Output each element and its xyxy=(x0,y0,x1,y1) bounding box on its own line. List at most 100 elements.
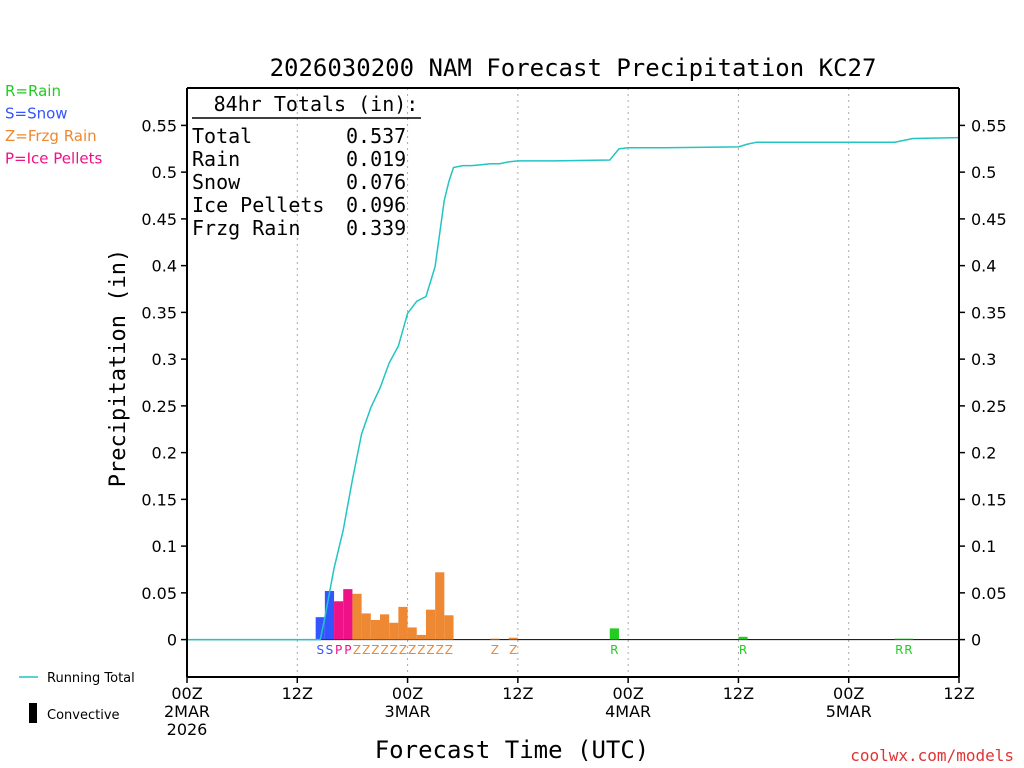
x-tick-label: 00Z xyxy=(612,684,643,703)
x-tick-label: 2026 xyxy=(167,720,208,739)
totals-row-value: 0.076 xyxy=(346,170,406,194)
x-tick-label: 4MAR xyxy=(605,702,651,721)
y-tick-label-left: 0.3 xyxy=(152,350,177,369)
precip-bar xyxy=(894,638,904,640)
totals-box: 84hr Totals (in): Total 0.537 Rain 0.019 Sno… xyxy=(192,92,421,240)
y-tick-label-left: 0.5 xyxy=(152,163,177,182)
y-tick-label-left: 0.15 xyxy=(141,490,177,509)
precip-type-marker: Z xyxy=(408,643,416,657)
y-ticks: 0 0 0.05 0.05 0.1 0.1 0.15 0.15 0.2 0.2 0.25 0.25 0.… xyxy=(141,116,1006,649)
precip-type-legend: R=Rain S=Snow Z=Frzg Rain P=Ice Pellets xyxy=(5,82,102,168)
watermark: coolwx.com/models xyxy=(850,746,1014,765)
running-total-group xyxy=(187,136,960,641)
y-tick-label-right: 0.4 xyxy=(971,257,996,276)
y-tick-label-left: 0.45 xyxy=(141,210,177,229)
totals-row-label: Frzg Rain xyxy=(192,216,300,240)
x-tick-label: 12Z xyxy=(723,684,754,703)
precip-type-marker: P xyxy=(335,643,342,657)
totals-rows: Total 0.537 Rain 0.019 Snow 0.076 Ice Pellets 0… xyxy=(192,124,406,240)
precip-type-marker: S xyxy=(316,643,324,657)
x-tick-label: 12Z xyxy=(502,684,533,703)
y-tick-label-right: 0.1 xyxy=(971,537,996,556)
x-tick-label: 2MAR xyxy=(164,702,210,721)
y-tick-label-left: 0.4 xyxy=(152,257,177,276)
x-axis-label: Forecast Time (UTC) xyxy=(375,736,650,764)
precip-bar xyxy=(444,615,454,640)
precip-bar xyxy=(389,622,399,640)
precip-bar xyxy=(609,628,619,640)
y-tick-label-right: 0.5 xyxy=(971,163,996,182)
precip-type-marker: Z xyxy=(491,643,499,657)
precip-type-marker: R xyxy=(739,643,747,657)
totals-row-label: Rain xyxy=(192,147,240,171)
precip-type-legend-entry: R=Rain xyxy=(5,82,61,100)
grid-lines xyxy=(187,88,959,677)
x-tick-label: 3MAR xyxy=(385,702,431,721)
y-tick-label-right: 0.05 xyxy=(971,584,1007,603)
convective-legend-swatch xyxy=(29,703,37,723)
precip-type-marker: Z xyxy=(436,643,444,657)
precip-bar xyxy=(315,617,325,640)
convective-legend-label: Convective xyxy=(47,708,120,723)
y-tick-label-right: 0.45 xyxy=(971,210,1007,229)
precip-bar xyxy=(435,572,445,640)
totals-row-value: 0.019 xyxy=(346,147,406,171)
y-tick-label-right: 0.2 xyxy=(971,444,996,463)
precip-bar xyxy=(380,614,390,640)
precip-type-marker: Z xyxy=(380,643,388,657)
precip-type-marker: R xyxy=(610,643,618,657)
precip-type-marker: Z xyxy=(399,643,407,657)
y-tick-label-left: 0 xyxy=(167,631,177,650)
precip-bar xyxy=(416,634,426,640)
y-tick-label-right: 0.55 xyxy=(971,116,1007,135)
y-tick-label-right: 0.35 xyxy=(971,303,1007,322)
precip-type-marker: Z xyxy=(509,643,517,657)
precip-type-marker: R xyxy=(904,643,912,657)
precip-type-marker: Z xyxy=(390,643,398,657)
precip-type-marker: Z xyxy=(371,643,379,657)
chart-title: 2026030200 NAM Forecast Precipitation KC… xyxy=(270,54,877,82)
precip-type-legend-entry: S=Snow xyxy=(5,105,68,123)
precip-bar xyxy=(398,606,408,640)
bars-group xyxy=(315,572,914,640)
y-tick-label-right: 0 xyxy=(971,631,981,650)
x-tick-label: 12Z xyxy=(282,684,313,703)
y-tick-label-right: 0.3 xyxy=(971,350,996,369)
x-tick-label: 00Z xyxy=(171,684,202,703)
precip-type-marker: Z xyxy=(417,643,425,657)
precip-type-marker: Z xyxy=(353,643,361,657)
y-tick-label-left: 0.1 xyxy=(152,537,177,556)
x-tick-label: 12Z xyxy=(943,684,974,703)
totals-row-label: Ice Pellets xyxy=(192,193,324,217)
precip-bar xyxy=(324,590,335,640)
axes xyxy=(186,87,960,678)
precip-type-legend-entry: Z=Frzg Rain xyxy=(5,127,97,145)
y-tick-label-left: 0.55 xyxy=(141,116,177,135)
precip-type-marker: P xyxy=(344,643,351,657)
y-axis-label: Precipitation (in) xyxy=(106,249,131,487)
precip-bar xyxy=(738,636,748,640)
precip-bar xyxy=(334,601,344,640)
precip-type-legend-entry: P=Ice Pellets xyxy=(5,150,102,168)
totals-row-label: Total xyxy=(192,124,252,148)
totals-row-value: 0.096 xyxy=(346,193,406,217)
precip-type-marker: Z xyxy=(445,643,453,657)
precip-type-marker: R xyxy=(895,643,903,657)
precip-bar xyxy=(407,627,417,640)
y-tick-label-left: 0.2 xyxy=(152,444,177,463)
precip-type-marker: Z xyxy=(362,643,370,657)
y-tick-label-left: 0.25 xyxy=(141,397,177,416)
totals-row-value: 0.339 xyxy=(346,216,406,240)
precip-bar xyxy=(352,593,362,640)
running-total-line xyxy=(187,136,960,641)
bottom-legend: Running Total Convective xyxy=(19,671,135,723)
totals-header: 84hr Totals (in): xyxy=(214,92,419,116)
precip-bar xyxy=(490,638,500,640)
y-tick-label-left: 0.05 xyxy=(141,584,177,603)
x-tick-label: 00Z xyxy=(833,684,864,703)
running-total-legend-label: Running Total xyxy=(47,671,135,686)
precip-bar xyxy=(508,637,518,640)
precip-bar xyxy=(903,638,914,640)
